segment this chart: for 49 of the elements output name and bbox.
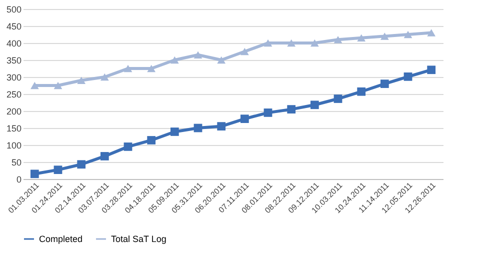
legend-label: Completed bbox=[39, 234, 83, 244]
point bbox=[310, 39, 319, 47]
y-tick-label: 300 bbox=[6, 72, 22, 82]
legend-label: Total SaT Log bbox=[111, 234, 166, 244]
point bbox=[287, 39, 296, 47]
point bbox=[100, 152, 109, 160]
point bbox=[357, 87, 366, 96]
point bbox=[217, 56, 226, 64]
point bbox=[287, 105, 296, 114]
point bbox=[77, 160, 86, 169]
point bbox=[30, 82, 39, 90]
point bbox=[170, 56, 179, 64]
point bbox=[217, 122, 226, 130]
point bbox=[194, 51, 202, 59]
y-tick-label: 200 bbox=[6, 106, 22, 116]
point bbox=[240, 48, 249, 56]
point bbox=[194, 124, 202, 132]
point bbox=[54, 166, 62, 174]
point bbox=[30, 170, 39, 178]
y-tick-label: 50 bbox=[11, 158, 22, 168]
point bbox=[77, 76, 86, 84]
point bbox=[427, 29, 436, 36]
point bbox=[100, 73, 109, 81]
y-tick-label: 500 bbox=[6, 4, 22, 14]
y-tick-label: 350 bbox=[6, 56, 22, 66]
point bbox=[147, 136, 156, 144]
point bbox=[380, 32, 389, 40]
point bbox=[310, 100, 319, 110]
y-tick-label: 450 bbox=[6, 22, 22, 32]
point bbox=[264, 39, 272, 47]
point bbox=[357, 34, 366, 42]
y-tick-label: 150 bbox=[6, 124, 22, 134]
point bbox=[124, 64, 132, 72]
y-tick-label: 400 bbox=[6, 38, 22, 48]
point bbox=[427, 66, 436, 74]
point bbox=[334, 94, 342, 103]
y-tick-label: 250 bbox=[6, 90, 22, 100]
point bbox=[264, 108, 272, 117]
point bbox=[54, 82, 62, 90]
point bbox=[404, 72, 412, 81]
y-tick-label: 100 bbox=[6, 140, 22, 150]
point bbox=[147, 64, 156, 72]
point bbox=[170, 128, 179, 136]
point bbox=[380, 80, 389, 88]
point bbox=[404, 30, 412, 38]
point bbox=[334, 36, 342, 44]
point bbox=[124, 142, 132, 151]
point bbox=[240, 114, 249, 124]
y-tick-label: 0 bbox=[16, 174, 22, 184]
